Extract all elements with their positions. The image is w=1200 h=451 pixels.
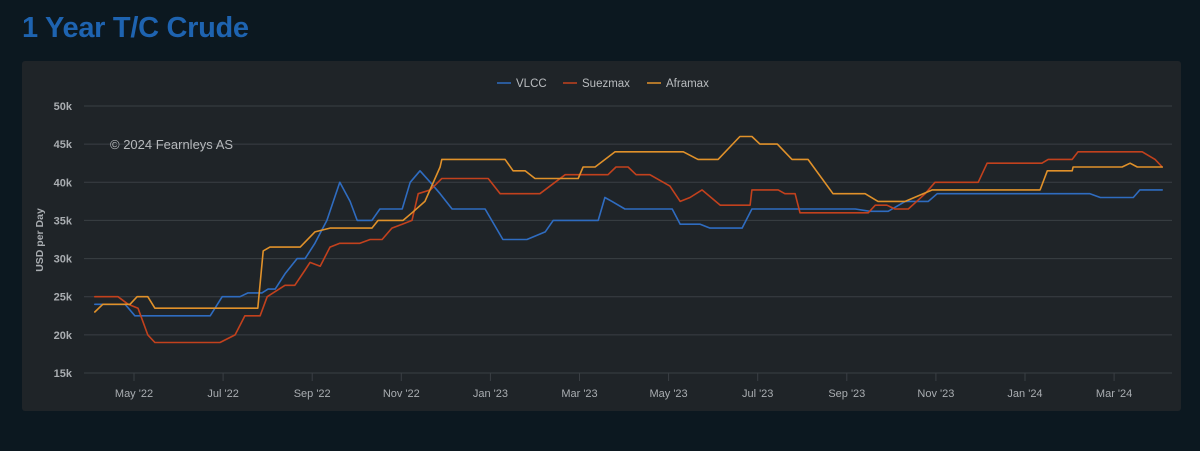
y-axis: 15k 20k 25k 30k 35k 40k 45k 50k	[54, 101, 73, 380]
x-tick-label: Sep '23	[828, 388, 865, 400]
x-tick-label: Jan '23	[473, 388, 508, 400]
x-tick-label: Nov '23	[917, 388, 954, 400]
chart-panel	[22, 61, 1181, 411]
x-tick-label: Jan '24	[1007, 388, 1042, 400]
x-tick-label: Jul '23	[742, 388, 773, 400]
y-tick-label: 25k	[54, 292, 73, 304]
y-axis-title: USD per Day	[34, 208, 46, 272]
x-tick-label: May '22	[115, 388, 153, 400]
series-line-suezmax	[94, 151, 1163, 344]
gridlines	[84, 105, 1172, 374]
copyright-watermark: © 2024 Fearnleys AS	[110, 137, 233, 152]
legend-item-suezmax[interactable]: Suezmax	[563, 78, 630, 90]
y-tick-label: 35k	[54, 215, 73, 227]
y-tick-label: 20k	[54, 330, 73, 342]
legend-item-aframax[interactable]: Aframax	[647, 78, 709, 90]
series-line-aframax	[94, 135, 1163, 313]
x-tick-label: Mar '24	[1096, 388, 1132, 400]
page-title: 1 Year T/C Crude	[22, 12, 249, 44]
x-tick-label: Mar '23	[561, 388, 597, 400]
legend-label: Aframax	[666, 78, 709, 90]
y-tick-label: 40k	[54, 177, 73, 189]
legend-item-vlcc[interactable]: VLCC	[497, 78, 547, 90]
legend-label: Suezmax	[582, 78, 630, 90]
x-tick-label: May '23	[650, 388, 688, 400]
series-line-vlcc	[94, 170, 1163, 317]
legend-label: VLCC	[516, 78, 547, 90]
x-tick-label: Jul '22	[207, 388, 238, 400]
x-tick-label: Nov '22	[383, 388, 420, 400]
y-tick-label: 50k	[54, 101, 73, 113]
series-lines	[94, 135, 1163, 344]
y-tick-label: 15k	[54, 368, 73, 380]
y-tick-label: 45k	[54, 139, 73, 151]
x-axis: May '22 Jul '22 Sep '22 Nov '22 Jan '23 Mar '…	[115, 373, 1132, 400]
legend: VLCC Suezmax Aframax	[497, 78, 709, 90]
y-tick-label: 30k	[54, 254, 73, 266]
x-tick-label: Sep '22	[294, 388, 331, 400]
